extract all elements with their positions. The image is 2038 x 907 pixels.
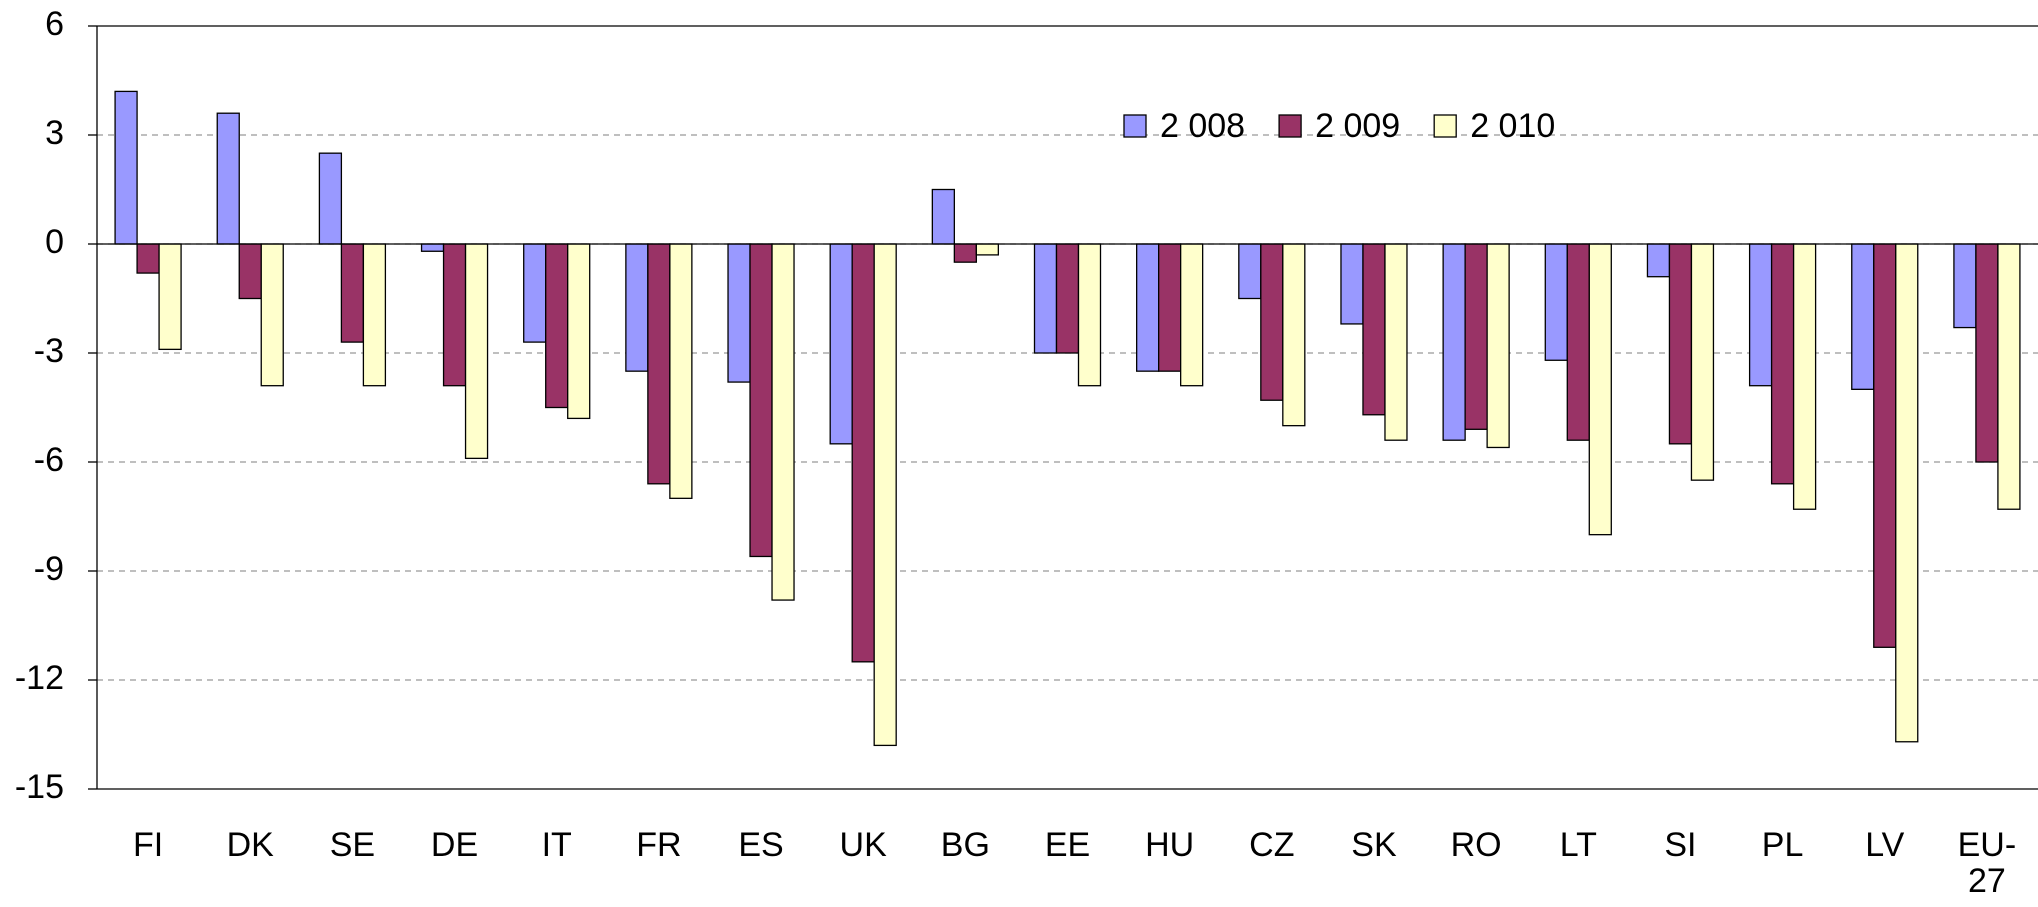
bar: [1180, 243, 1204, 387]
bar: [1282, 243, 1306, 427]
bar: [318, 152, 343, 245]
x-tick-label: HU: [1145, 826, 1195, 864]
bar: [873, 243, 897, 747]
bar: [953, 243, 977, 263]
bar: [1544, 243, 1568, 361]
x-tick-label: IT: [541, 826, 572, 864]
bar: [567, 243, 591, 420]
x-tick-label: EU-27: [1957, 826, 2017, 900]
bar: [1770, 243, 1795, 485]
x-tick-label: CZ: [1249, 826, 1295, 864]
bar: [975, 243, 999, 256]
y-tick-label: 6: [45, 5, 64, 43]
bar: [1384, 243, 1408, 441]
bar: [1953, 243, 1977, 329]
legend-key: [1433, 114, 1457, 138]
bar: [1238, 243, 1262, 300]
bar: [1566, 243, 1590, 441]
bar: [523, 243, 547, 343]
bar: [1362, 243, 1386, 416]
y-tick-label: 3: [45, 114, 64, 152]
bar: [420, 243, 445, 252]
bar: [1873, 243, 1897, 648]
bar: [1033, 243, 1058, 354]
bar: [1851, 243, 1875, 390]
legend-key: [1278, 114, 1302, 138]
bar: [1997, 243, 2021, 510]
x-tick-label: DK: [226, 826, 274, 864]
bar: [1588, 243, 1612, 536]
bar: [1748, 243, 1773, 387]
bar: [216, 112, 240, 245]
bar: [1895, 243, 1919, 743]
bar: [1464, 243, 1488, 430]
bar: [1690, 243, 1715, 481]
bar: [647, 243, 671, 485]
bar: [1668, 243, 1693, 445]
bar: [1340, 243, 1364, 325]
bar: [625, 243, 649, 372]
x-tick-label: ES: [738, 826, 784, 864]
bar: [545, 243, 569, 409]
x-tick-label: SK: [1351, 826, 1397, 864]
bar: [1486, 243, 1510, 449]
bar: [442, 243, 467, 387]
y-tick-label: -9: [34, 550, 64, 588]
x-tick-label: EE: [1044, 826, 1091, 864]
bar: [1646, 243, 1671, 278]
bar: [771, 243, 795, 601]
bar: [136, 243, 160, 274]
x-tick-label: LT: [1559, 826, 1597, 864]
bar: [1792, 243, 1817, 510]
bar: [1077, 243, 1102, 387]
bar: [238, 243, 262, 300]
bar: [340, 243, 365, 343]
x-tick-label: UK: [839, 826, 887, 864]
bar: [829, 243, 853, 445]
x-tick-label: SI: [1664, 826, 1697, 864]
bar: [464, 243, 489, 460]
legend-label: 2 008: [1160, 107, 1245, 145]
bar: [1158, 243, 1182, 372]
x-tick-label: RO: [1450, 826, 1502, 864]
bar: [158, 243, 182, 351]
x-tick-label: DE: [430, 826, 479, 864]
y-tick-label: -6: [34, 441, 64, 479]
bar: [1136, 243, 1160, 372]
bar: [749, 243, 773, 558]
x-tick-label: BG: [940, 826, 990, 864]
y-tick-label: -3: [34, 332, 64, 370]
legend-label: 2 010: [1470, 107, 1555, 145]
bar: [669, 243, 693, 499]
bar: [931, 188, 955, 245]
bar: [114, 90, 138, 245]
y-tick-label: -12: [15, 659, 64, 697]
bar: [260, 243, 284, 387]
y-tick-label: 0: [45, 223, 64, 261]
legend-key: [1123, 114, 1147, 138]
legend-label: 2 009: [1315, 107, 1400, 145]
x-tick-label: FI: [132, 826, 164, 864]
x-tick-label: FR: [636, 826, 682, 864]
bar: [727, 243, 751, 383]
x-tick-label: PL: [1761, 826, 1804, 864]
y-tick-label: -15: [15, 768, 64, 806]
bar: [1055, 243, 1080, 354]
bar: [362, 243, 387, 387]
x-tick-label: LV: [1865, 826, 1905, 864]
bar: [851, 243, 875, 663]
bar: [1442, 243, 1466, 441]
bar: [1260, 243, 1284, 401]
bar: [1975, 243, 1999, 463]
x-tick-label: SE: [329, 826, 376, 864]
